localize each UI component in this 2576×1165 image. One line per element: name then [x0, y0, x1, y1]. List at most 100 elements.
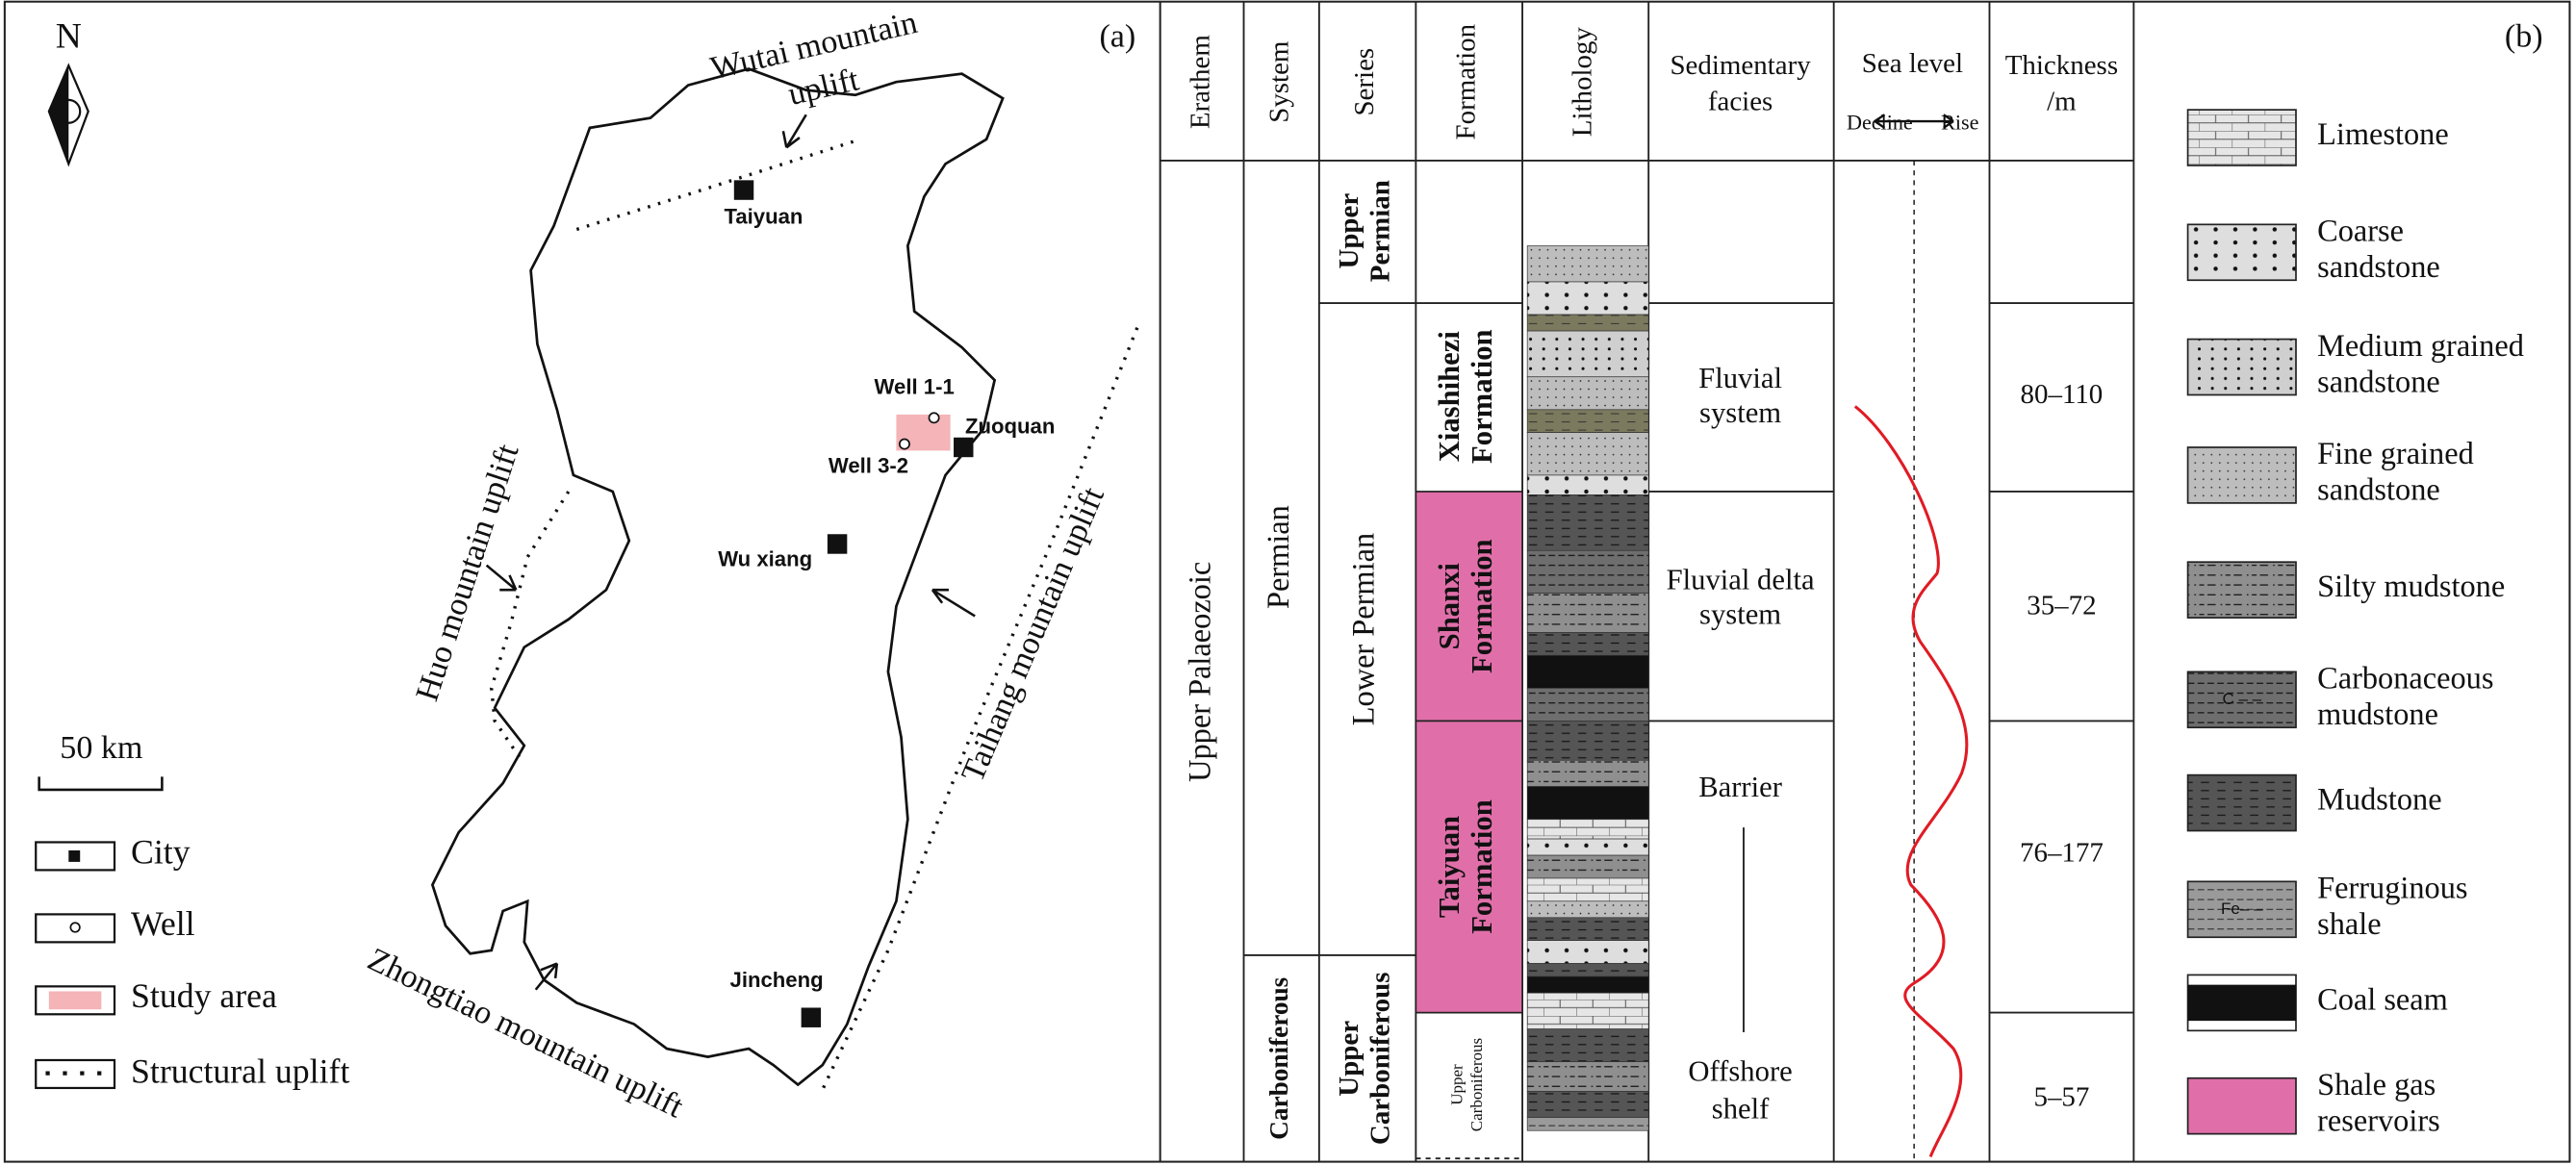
legend-swatch: [2187, 984, 2296, 1022]
header: Lithology: [1567, 27, 1597, 138]
series: Upper: [1334, 193, 1365, 269]
formation: ShanxiFormation: [1433, 539, 1498, 673]
uplift-label: uplift: [785, 62, 863, 113]
legend-label: sandstone: [2317, 472, 2440, 507]
legend-label: Shale gas: [2317, 1067, 2436, 1102]
header: Sea level: [1862, 48, 1963, 79]
lithology-layer: [1526, 549, 1649, 594]
header: facies: [1708, 86, 1773, 116]
legend-label: Ferruginous: [2317, 871, 2467, 905]
city-label: Taiyuan: [724, 204, 803, 228]
header: Sedimentary facies: [1670, 49, 1811, 115]
legend-label: Coarse sandstone: [2317, 214, 2440, 284]
city-label: Wu xiang: [718, 546, 812, 570]
header: Decline: [1847, 111, 1913, 135]
lithology-layer: [1526, 1028, 1649, 1063]
outer-frame: [3, 0, 2571, 1163]
arrow: [931, 588, 976, 618]
uplift-label: Zhongtiao mountain uplift: [362, 942, 689, 1126]
lithology-layer: [1526, 900, 1649, 919]
formation: Carboniferous: [1467, 1038, 1486, 1131]
legend-label: Mudstone: [2317, 782, 2441, 817]
facies: Offshore: [1688, 1055, 1792, 1088]
city-symbol: [827, 534, 848, 554]
well-label: Well 3-2: [829, 453, 908, 477]
lithology-layer: [1526, 940, 1649, 964]
lithology-layer: [1526, 854, 1649, 879]
facies: shelf: [1712, 1093, 1770, 1126]
lithology-layer: [1526, 963, 1649, 977]
uplift-boundary: [821, 327, 1139, 1091]
lithology-layer: [1526, 877, 1649, 902]
facies: Fluvial delta system: [1667, 564, 1815, 631]
formation: Xiashihezi: [1433, 331, 1466, 463]
well-symbol: [928, 412, 940, 424]
legend-swatch: [2186, 671, 2297, 729]
legend-label: Medium grained: [2317, 328, 2524, 363]
uplift-label: Taihang mountain uplift: [956, 482, 1112, 787]
legend-swatch: [2186, 109, 2297, 166]
legend-label: shale: [2317, 906, 2382, 941]
lithology-layer: [1526, 314, 1649, 332]
series: Carboniferous: [1365, 973, 1395, 1146]
lithology-column: [1526, 245, 1649, 1131]
legend-label: Study area: [131, 976, 277, 1015]
double-arrow: [1874, 114, 1954, 129]
thickness: 80–110: [2021, 379, 2104, 410]
legend-swatch: [68, 849, 81, 862]
series: UpperCarboniferous: [1334, 973, 1395, 1146]
map: [35, 63, 1139, 1091]
lithology-legend: [2186, 109, 2297, 1135]
legend-label: Coal seam: [2317, 982, 2448, 1017]
legend-label: City: [131, 832, 191, 871]
lithology-layer: [1526, 975, 1649, 994]
legend-label: Ferruginous shale: [2317, 871, 2467, 941]
legend-swatch: [2186, 561, 2297, 619]
header: System: [1263, 40, 1294, 123]
legend-label: sandstone: [2317, 249, 2440, 284]
lithology-layer: [1526, 494, 1649, 551]
legend-label: Shale gas reservoirs: [2317, 1067, 2440, 1137]
uplift-boundary: [489, 491, 571, 758]
legend-symbol: Fe– –: [2221, 899, 2263, 918]
lithology-layer: [1526, 1117, 1649, 1131]
thickness: 76–177: [2020, 838, 2104, 869]
header: Rise: [1941, 111, 1979, 135]
sea-level-curve: [1853, 405, 1969, 1158]
arrow: [781, 114, 807, 149]
formation: Formation: [1466, 539, 1498, 673]
lithology-layer: [1526, 376, 1649, 411]
lithology-layer: [1526, 721, 1649, 761]
lithology-layer: [1526, 759, 1649, 787]
legend-label: mudstone: [2317, 696, 2438, 731]
legend-label: Fine grained sandstone: [2317, 437, 2474, 507]
north-arrow: [48, 65, 69, 165]
legend-swatch: [48, 991, 102, 1010]
legend-label: Silty mudstone: [2317, 570, 2505, 604]
city-symbol: [733, 180, 754, 200]
formation: Upper: [1448, 1064, 1467, 1105]
thickness: 35–72: [2027, 591, 2096, 621]
panel-label: (b): [2505, 19, 2543, 55]
legend-label: Limestone: [2317, 116, 2449, 151]
city-symbol: [801, 1007, 822, 1027]
uplift-label: Wutai mountainuplift: [707, 5, 931, 128]
legend-label: Silty mudstone: [2317, 570, 2505, 604]
formation: Formation: [1466, 799, 1498, 934]
legend-label: Medium grained sandstone: [2317, 328, 2524, 398]
formation: UpperCarboniferous: [1448, 1038, 1486, 1131]
scale-label: 50 km: [60, 730, 142, 766]
province-outline: [430, 67, 1005, 1087]
lithology-layer: [1526, 838, 1649, 856]
lithology-layer: [1526, 819, 1649, 840]
legend-label: Fine grained: [2317, 437, 2474, 471]
facies: Barrier: [1698, 771, 1782, 803]
series: UpperPermian: [1334, 180, 1395, 282]
facies: Fluvial: [1698, 362, 1782, 394]
legend-label: Carbonaceous mudstone: [2317, 661, 2493, 731]
facies: Offshore shelf: [1688, 1055, 1792, 1126]
system: Permian: [1261, 505, 1295, 609]
lithology-layer: [1526, 688, 1649, 722]
